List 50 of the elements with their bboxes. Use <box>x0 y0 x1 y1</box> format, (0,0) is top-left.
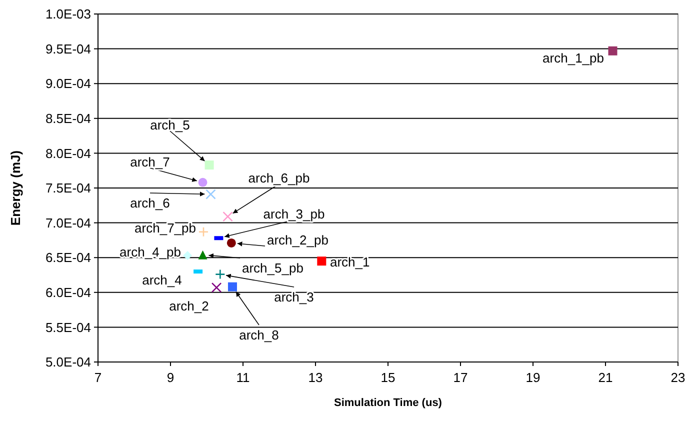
text: arch_3 <box>274 290 314 305</box>
series-label: arch_7_pb <box>134 220 196 236</box>
series-label: arch_4_pb <box>120 244 181 260</box>
text: arch_6 <box>130 196 170 211</box>
point <box>198 178 208 187</box>
x-tick-label: 13 <box>308 370 323 385</box>
text: arch_5 <box>150 118 190 133</box>
x-tick-label: 7 <box>94 370 102 385</box>
point <box>198 226 209 237</box>
x-tick-label: 15 <box>380 370 396 385</box>
point <box>608 46 618 56</box>
y-tick-label: 9.5E-04 <box>45 41 91 56</box>
text: arch_8 <box>239 328 279 343</box>
x-tick-label: 11 <box>236 370 250 385</box>
point <box>215 269 226 280</box>
x-tick-label: 9 <box>166 370 174 385</box>
y-tick-label: 8.0E-04 <box>45 146 91 161</box>
series-label: arch_2 <box>169 298 209 314</box>
text: arch_3_pb <box>263 206 325 222</box>
y-axis-title: Energy (mJ) <box>8 150 23 226</box>
x-tick-label: 17 <box>453 370 468 385</box>
point <box>317 256 326 266</box>
x-axis-title: Simulation Time (us) <box>334 397 442 409</box>
y-tick-label: 7.5E-04 <box>45 180 91 196</box>
y-tick-label: 9.0E-04 <box>45 76 91 92</box>
x-tick-label: 21 <box>598 370 613 385</box>
text: arch_2_pb <box>267 232 328 248</box>
y-tick-label: 8.5E-04 <box>45 110 91 126</box>
point <box>222 211 233 222</box>
x-tick-label: 23 <box>670 370 686 385</box>
point <box>206 189 216 200</box>
y-tick-label: 6.5E-04 <box>45 250 91 266</box>
point <box>211 282 222 293</box>
point <box>204 160 214 170</box>
series-label: arch_1 <box>330 254 370 270</box>
series-label: arch_1_pb <box>542 50 604 66</box>
point <box>226 238 236 248</box>
text: arch_5_pb <box>242 260 304 276</box>
point <box>198 250 208 260</box>
series-label: arch_4 <box>142 272 182 288</box>
point <box>228 282 237 292</box>
x-tick-label: 19 <box>526 370 540 385</box>
y-tick-label: 5.0E-04 <box>45 354 91 370</box>
text: arch_6_pb <box>248 170 310 186</box>
y-tick-label: 1.0E-03 <box>45 6 91 22</box>
y-tick-label: 7.0E-04 <box>45 215 91 230</box>
text: arch_7 <box>130 154 170 170</box>
point <box>183 251 192 260</box>
y-tick-label: 6.0E-04 <box>45 284 91 300</box>
y-tick-label: 5.5E-04 <box>45 320 91 335</box>
